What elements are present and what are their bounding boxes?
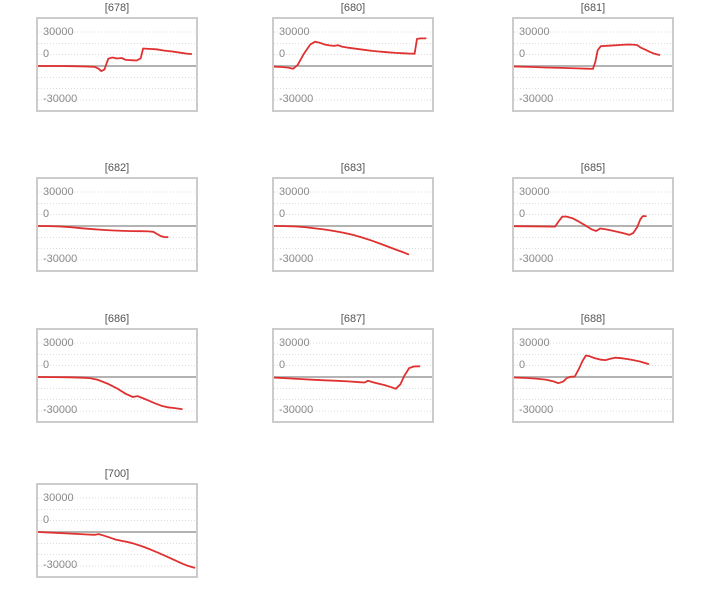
y-tick-label--30000: -30000 bbox=[279, 253, 314, 265]
y-tick-label-0: 0 bbox=[279, 48, 286, 60]
chart-plot: 30000 0 -30000 bbox=[512, 17, 674, 112]
y-tick-label-30000: 30000 bbox=[43, 492, 74, 504]
chart-title: [685] bbox=[580, 162, 606, 174]
y-tick-label--30000: -30000 bbox=[43, 93, 78, 105]
y-tick-label-30000: 30000 bbox=[519, 26, 550, 38]
chart-plot: 30000 0 -30000 bbox=[36, 483, 198, 578]
y-tick-label-0: 0 bbox=[43, 208, 50, 220]
y-tick-label-0: 0 bbox=[519, 48, 526, 60]
series-line bbox=[38, 47, 193, 72]
y-tick-label-30000: 30000 bbox=[519, 186, 550, 198]
y-tick-label--30000: -30000 bbox=[519, 93, 554, 105]
series-line bbox=[38, 376, 183, 410]
chart-canvas bbox=[514, 191, 672, 261]
chart-plot: 30000 0 -30000 bbox=[36, 328, 198, 423]
y-tick-label--30000: -30000 bbox=[43, 404, 78, 416]
chart-canvas bbox=[274, 342, 432, 412]
chart-plot: 30000 0 -30000 bbox=[36, 177, 198, 272]
chart-canvas bbox=[38, 191, 196, 261]
y-tick-label-0: 0 bbox=[279, 359, 286, 371]
series-line bbox=[514, 354, 650, 385]
series-line bbox=[274, 225, 410, 256]
y-tick-label--30000: -30000 bbox=[43, 559, 78, 571]
series-line bbox=[514, 215, 647, 236]
chart-plot: 30000 0 -30000 bbox=[272, 328, 434, 423]
chart-canvas bbox=[274, 31, 432, 101]
chart-title: [681] bbox=[580, 2, 606, 14]
chart-title: [687] bbox=[340, 313, 366, 325]
chart-plot: 30000 0 -30000 bbox=[272, 17, 434, 112]
y-tick-label-30000: 30000 bbox=[519, 337, 550, 349]
series-line bbox=[274, 37, 427, 70]
y-tick-label-30000: 30000 bbox=[43, 186, 74, 198]
chart-title: [680] bbox=[340, 2, 366, 14]
chart-title: [678] bbox=[104, 2, 130, 14]
y-tick-label--30000: -30000 bbox=[519, 404, 554, 416]
chart-canvas bbox=[514, 31, 672, 101]
chart-canvas bbox=[274, 191, 432, 261]
chart-canvas bbox=[38, 342, 196, 412]
y-tick-label-30000: 30000 bbox=[279, 26, 310, 38]
y-tick-label-0: 0 bbox=[519, 208, 526, 220]
chart-plot: 30000 0 -30000 bbox=[36, 17, 198, 112]
series-line bbox=[38, 225, 169, 239]
chart-canvas bbox=[514, 342, 672, 412]
y-tick-label-0: 0 bbox=[279, 208, 286, 220]
y-tick-label-30000: 30000 bbox=[43, 337, 74, 349]
y-tick-label-0: 0 bbox=[43, 48, 50, 60]
chart-canvas bbox=[38, 31, 196, 101]
y-tick-label-30000: 30000 bbox=[279, 186, 310, 198]
y-tick-label--30000: -30000 bbox=[43, 253, 78, 265]
series-line bbox=[514, 43, 661, 70]
chart-plot: 30000 0 -30000 bbox=[512, 177, 674, 272]
y-tick-label-0: 0 bbox=[43, 359, 50, 371]
chart-canvas bbox=[38, 497, 196, 569]
series-line bbox=[274, 365, 421, 390]
y-tick-label--30000: -30000 bbox=[279, 404, 314, 416]
chart-plot: 30000 0 -30000 bbox=[272, 177, 434, 272]
y-tick-label-30000: 30000 bbox=[279, 337, 310, 349]
y-tick-label--30000: -30000 bbox=[279, 93, 314, 105]
chart-title: [688] bbox=[580, 313, 606, 325]
chart-plot: 30000 0 -30000 bbox=[512, 328, 674, 423]
y-tick-label-0: 0 bbox=[519, 359, 526, 371]
chart-title: [682] bbox=[104, 162, 130, 174]
y-tick-label--30000: -30000 bbox=[519, 253, 554, 265]
chart-title: [700] bbox=[104, 468, 130, 480]
chart-title: [683] bbox=[340, 162, 366, 174]
y-tick-label-30000: 30000 bbox=[43, 26, 74, 38]
y-tick-label-0: 0 bbox=[43, 514, 50, 526]
chart-title: [686] bbox=[104, 313, 130, 325]
series-line bbox=[38, 531, 196, 569]
